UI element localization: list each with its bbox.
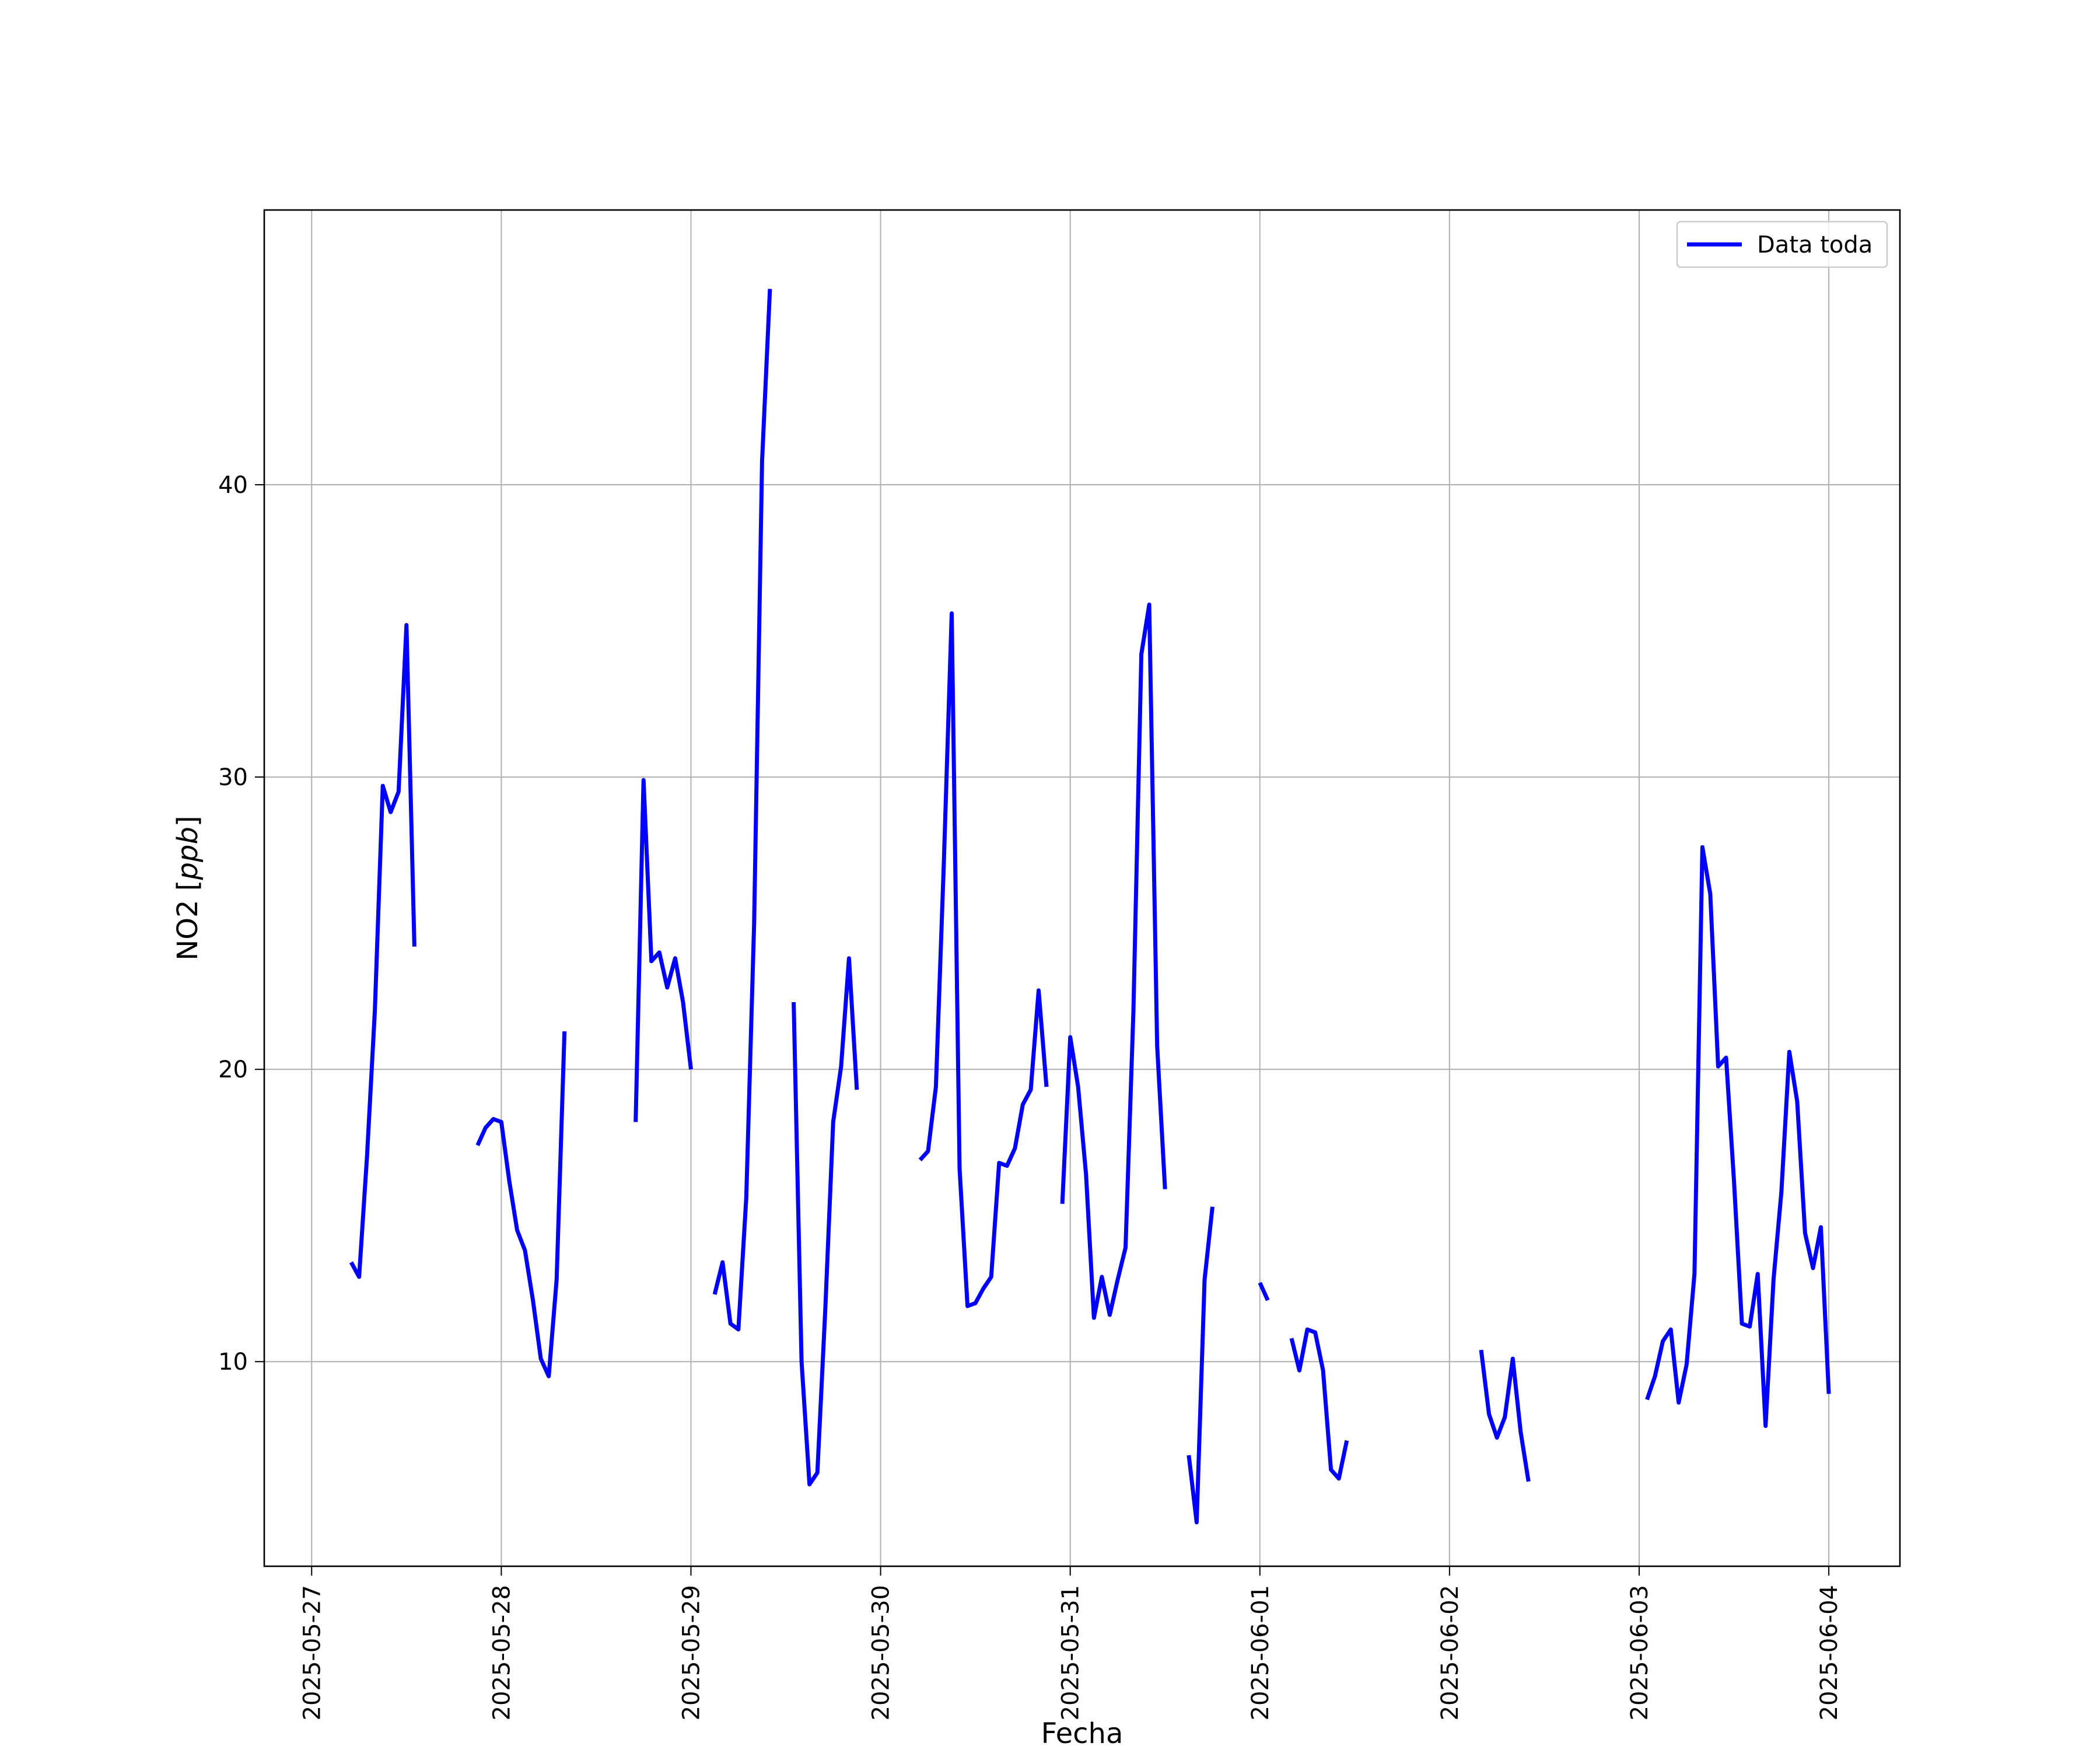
y-axis-label-main: NO2 [ [172,880,204,960]
y-tick-label: 30 [218,764,248,791]
series-line-segment [918,611,1049,1308]
y-tick-label: 20 [218,1056,248,1083]
x-tick-label: 2025-06-03 [1626,1585,1653,1720]
legend-box [1676,220,1888,268]
series-line-segment [1479,1349,1531,1482]
series-line-segment [1258,1282,1270,1301]
x-tick-label: 2025-06-01 [1247,1585,1274,1720]
series-data-toda [349,289,1831,1525]
x-tick-label: 2025-05-28 [488,1585,515,1720]
grid [264,210,1900,1566]
y-tick-label: 40 [218,472,248,499]
x-tick-label: 2025-05-31 [1058,1585,1084,1720]
series-line-segment [1289,1327,1349,1481]
x-tick-label: 2025-06-04 [1816,1585,1843,1720]
x-tick-label: 2025-05-30 [868,1585,895,1720]
legend: Data toda [1676,220,1888,268]
y-axis-label: NO2 [ppb] [172,816,204,960]
legend-label: Data toda [1757,232,1873,258]
series-line-segment [1645,845,1831,1428]
series-line-segment [349,623,416,1279]
series-line-segment [792,956,859,1487]
series-line-segment [712,289,772,1332]
series-line-segment [475,1031,567,1378]
x-tick-label: 2025-06-02 [1437,1585,1464,1720]
series-line-segment [1186,1206,1214,1525]
y-tick-label: 10 [218,1349,248,1376]
x-tick-label: 2025-05-29 [678,1585,705,1720]
plot-area [263,209,1901,1567]
y-axis-label-unit: ppb [172,827,204,880]
x-axis-label: Fecha [1041,1717,1124,1750]
y-axis-label-close: ] [172,816,204,827]
series-line-segment [634,778,693,1122]
series-line-segment [1060,603,1167,1320]
x-tick-label: 2025-05-27 [299,1585,326,1720]
axis-ticks: 2025-05-27 2025-05-28 2025-05-29 2025-05-30… [218,472,1843,1720]
